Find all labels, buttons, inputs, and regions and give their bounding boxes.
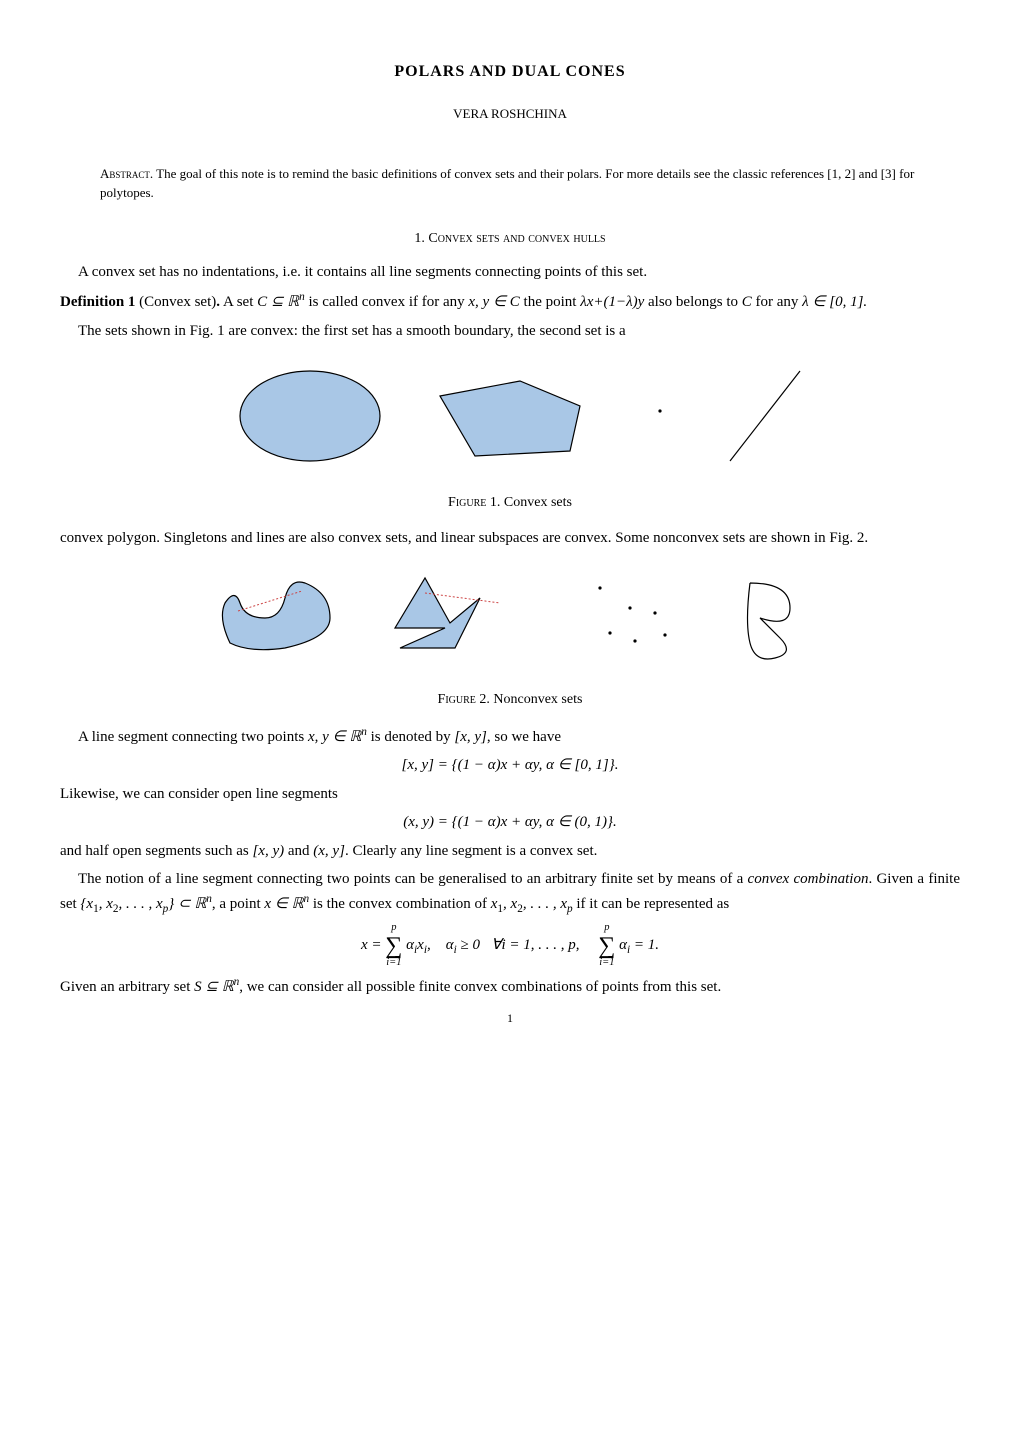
def-dot: .: [216, 294, 220, 310]
eq3-sum1-bot: i=1: [385, 958, 402, 969]
def-body4: also belongs to: [648, 294, 742, 310]
para-lineseg: A line segment connecting two points x, …: [60, 724, 960, 749]
cc-m1: {x: [80, 896, 93, 912]
nonconvex-curve: [748, 583, 791, 659]
cc-t4: is the convex combination of: [309, 896, 491, 912]
figure-2-caption: Figure 2. Nonconvex sets: [60, 689, 960, 710]
def-body1: A set: [223, 294, 257, 310]
para-halfopen: and half open segments such as [x, y) an…: [60, 840, 960, 863]
lineseg-m2: [x, y]: [454, 729, 487, 745]
figure-1-caption: Figure 1. Convex sets: [60, 492, 960, 513]
def-set1: C ⊆ ℝ: [257, 294, 299, 310]
pts-1: [598, 586, 601, 589]
last-m1: S ⊆ ℝ: [194, 979, 233, 995]
sigma-icon: ∑: [385, 934, 402, 958]
figure-2-svg: [190, 563, 830, 673]
author: VERA ROSHCHINA: [60, 104, 960, 124]
pts-2: [628, 606, 631, 609]
halfopen-m2: (x, y]: [313, 843, 345, 859]
eq3-mid2: ≥ 0 ∀i = 1, . . . , p,: [457, 937, 595, 953]
abstract-label: Abstract.: [100, 166, 153, 181]
cc-m1c: , . . . , x: [119, 896, 163, 912]
nonconvex-shape-1: [222, 582, 330, 650]
def-paren: (Convex set): [139, 294, 216, 310]
convex-line: [730, 371, 800, 461]
equation-3: x = p ∑ i=1 αixi, αi ≥ 0 ∀i = 1, . . . ,…: [60, 923, 960, 968]
eq3-sum2: p ∑ i=1: [598, 923, 615, 968]
convex-point: [658, 409, 661, 412]
def-body2: is called convex if for any: [308, 294, 468, 310]
cc-m3c: , . . . , x: [523, 896, 567, 912]
figure-1-caption-label: Figure 1.: [448, 495, 500, 510]
def-body3: the point: [524, 294, 581, 310]
nonconvex-shape-2: [395, 578, 480, 648]
lineseg-t1: A line segment connecting two points: [78, 729, 308, 745]
section-name: Convex sets and convex hulls: [428, 231, 605, 246]
eq3-sum1: p ∑ i=1: [385, 923, 402, 968]
cc-m2: x ∈ ℝ: [264, 896, 303, 912]
page-number: 1: [60, 1009, 960, 1027]
last-t2: , we can consider all possible finite co…: [239, 979, 721, 995]
para-intro: A convex set has no indentations, i.e. i…: [60, 261, 960, 284]
sigma-icon-2: ∑: [598, 934, 615, 958]
def-expr: λx+(1−λ)y: [580, 294, 644, 310]
lineseg-t2: is denoted by: [371, 729, 455, 745]
pts-5: [633, 639, 636, 642]
def-body5: for any: [756, 294, 803, 310]
convex-shape-1: [240, 371, 380, 461]
equation-2: (x, y) = {(1 − α)x + αy, α ∈ (0, 1)}.: [60, 811, 960, 834]
halfopen-t2: and: [288, 843, 313, 859]
pts-3: [653, 611, 656, 614]
para-convexcomb: The notion of a line segment connecting …: [60, 868, 960, 917]
lineseg-m1: x, y ∈ ℝ: [308, 729, 361, 745]
section-title: 1. Convex sets and convex hulls: [60, 228, 960, 249]
eq3-s1b: α: [406, 937, 414, 953]
cc-m1b: , x: [99, 896, 113, 912]
lineseg-sup: n: [361, 726, 367, 738]
cc-t3: , a point: [212, 896, 265, 912]
abstract: Abstract. The goal of this note is to re…: [100, 164, 920, 203]
eq3-s1b2: x: [417, 937, 424, 953]
definition-1: Definition 1 (Convex set). A set C ⊆ ℝn …: [60, 289, 960, 314]
cc-it: convex combination: [748, 871, 869, 887]
cc-t5: if it can be represented as: [573, 896, 730, 912]
figure-1-svg: [210, 356, 810, 476]
equation-1: [x, y] = {(1 − α)x + αy, α ∈ [0, 1]}.: [60, 754, 960, 777]
section-number: 1.: [414, 231, 425, 246]
def-sup1: n: [299, 291, 305, 303]
def-xy: x, y ∈ C: [468, 294, 519, 310]
figure-2: Figure 2. Nonconvex sets: [60, 563, 960, 710]
figure-2-caption-text: Nonconvex sets: [493, 692, 582, 707]
eq3-sum2-bot: i=1: [598, 958, 615, 969]
eq3-s2b: α: [619, 937, 627, 953]
convex-shape-2: [440, 381, 580, 456]
figure-2-caption-label: Figure 2.: [438, 692, 490, 707]
para-open: Likewise, we can consider open line segm…: [60, 783, 960, 806]
cc-m3b: , x: [503, 896, 517, 912]
abstract-text: The goal of this note is to remind the b…: [100, 166, 914, 201]
figure-1: Figure 1. Convex sets: [60, 356, 960, 513]
def-label: Definition 1: [60, 294, 135, 310]
pts-6: [663, 633, 666, 636]
halfopen-t3: . Clearly any line segment is a convex s…: [345, 843, 597, 859]
para-after-fig1: convex polygon. Singletons and lines are…: [60, 527, 960, 550]
halfopen-t1: and half open segments such as: [60, 843, 252, 859]
cc-m1d: } ⊂ ℝ: [168, 896, 206, 912]
def-lam: λ ∈ [0, 1].: [802, 294, 867, 310]
pts-4: [608, 631, 611, 634]
eq3-mid1: , α: [427, 937, 454, 953]
para-last: Given an arbitrary set S ⊆ ℝn, we can co…: [60, 974, 960, 999]
figure-1-caption-text: Convex sets: [504, 495, 572, 510]
title: POLARS AND DUAL CONES: [60, 60, 960, 84]
cc-t1: The notion of a line segment connecting …: [78, 871, 748, 887]
last-t1: Given an arbitrary set: [60, 979, 194, 995]
para-sets-shown: The sets shown in Fig. 1 are convex: the…: [60, 320, 960, 343]
halfopen-m1: [x, y): [252, 843, 284, 859]
lineseg-t3: , so we have: [487, 729, 561, 745]
eq3-rhs: = 1.: [630, 937, 659, 953]
eq3-lhs: x =: [361, 937, 385, 953]
def-C2: C: [742, 294, 752, 310]
